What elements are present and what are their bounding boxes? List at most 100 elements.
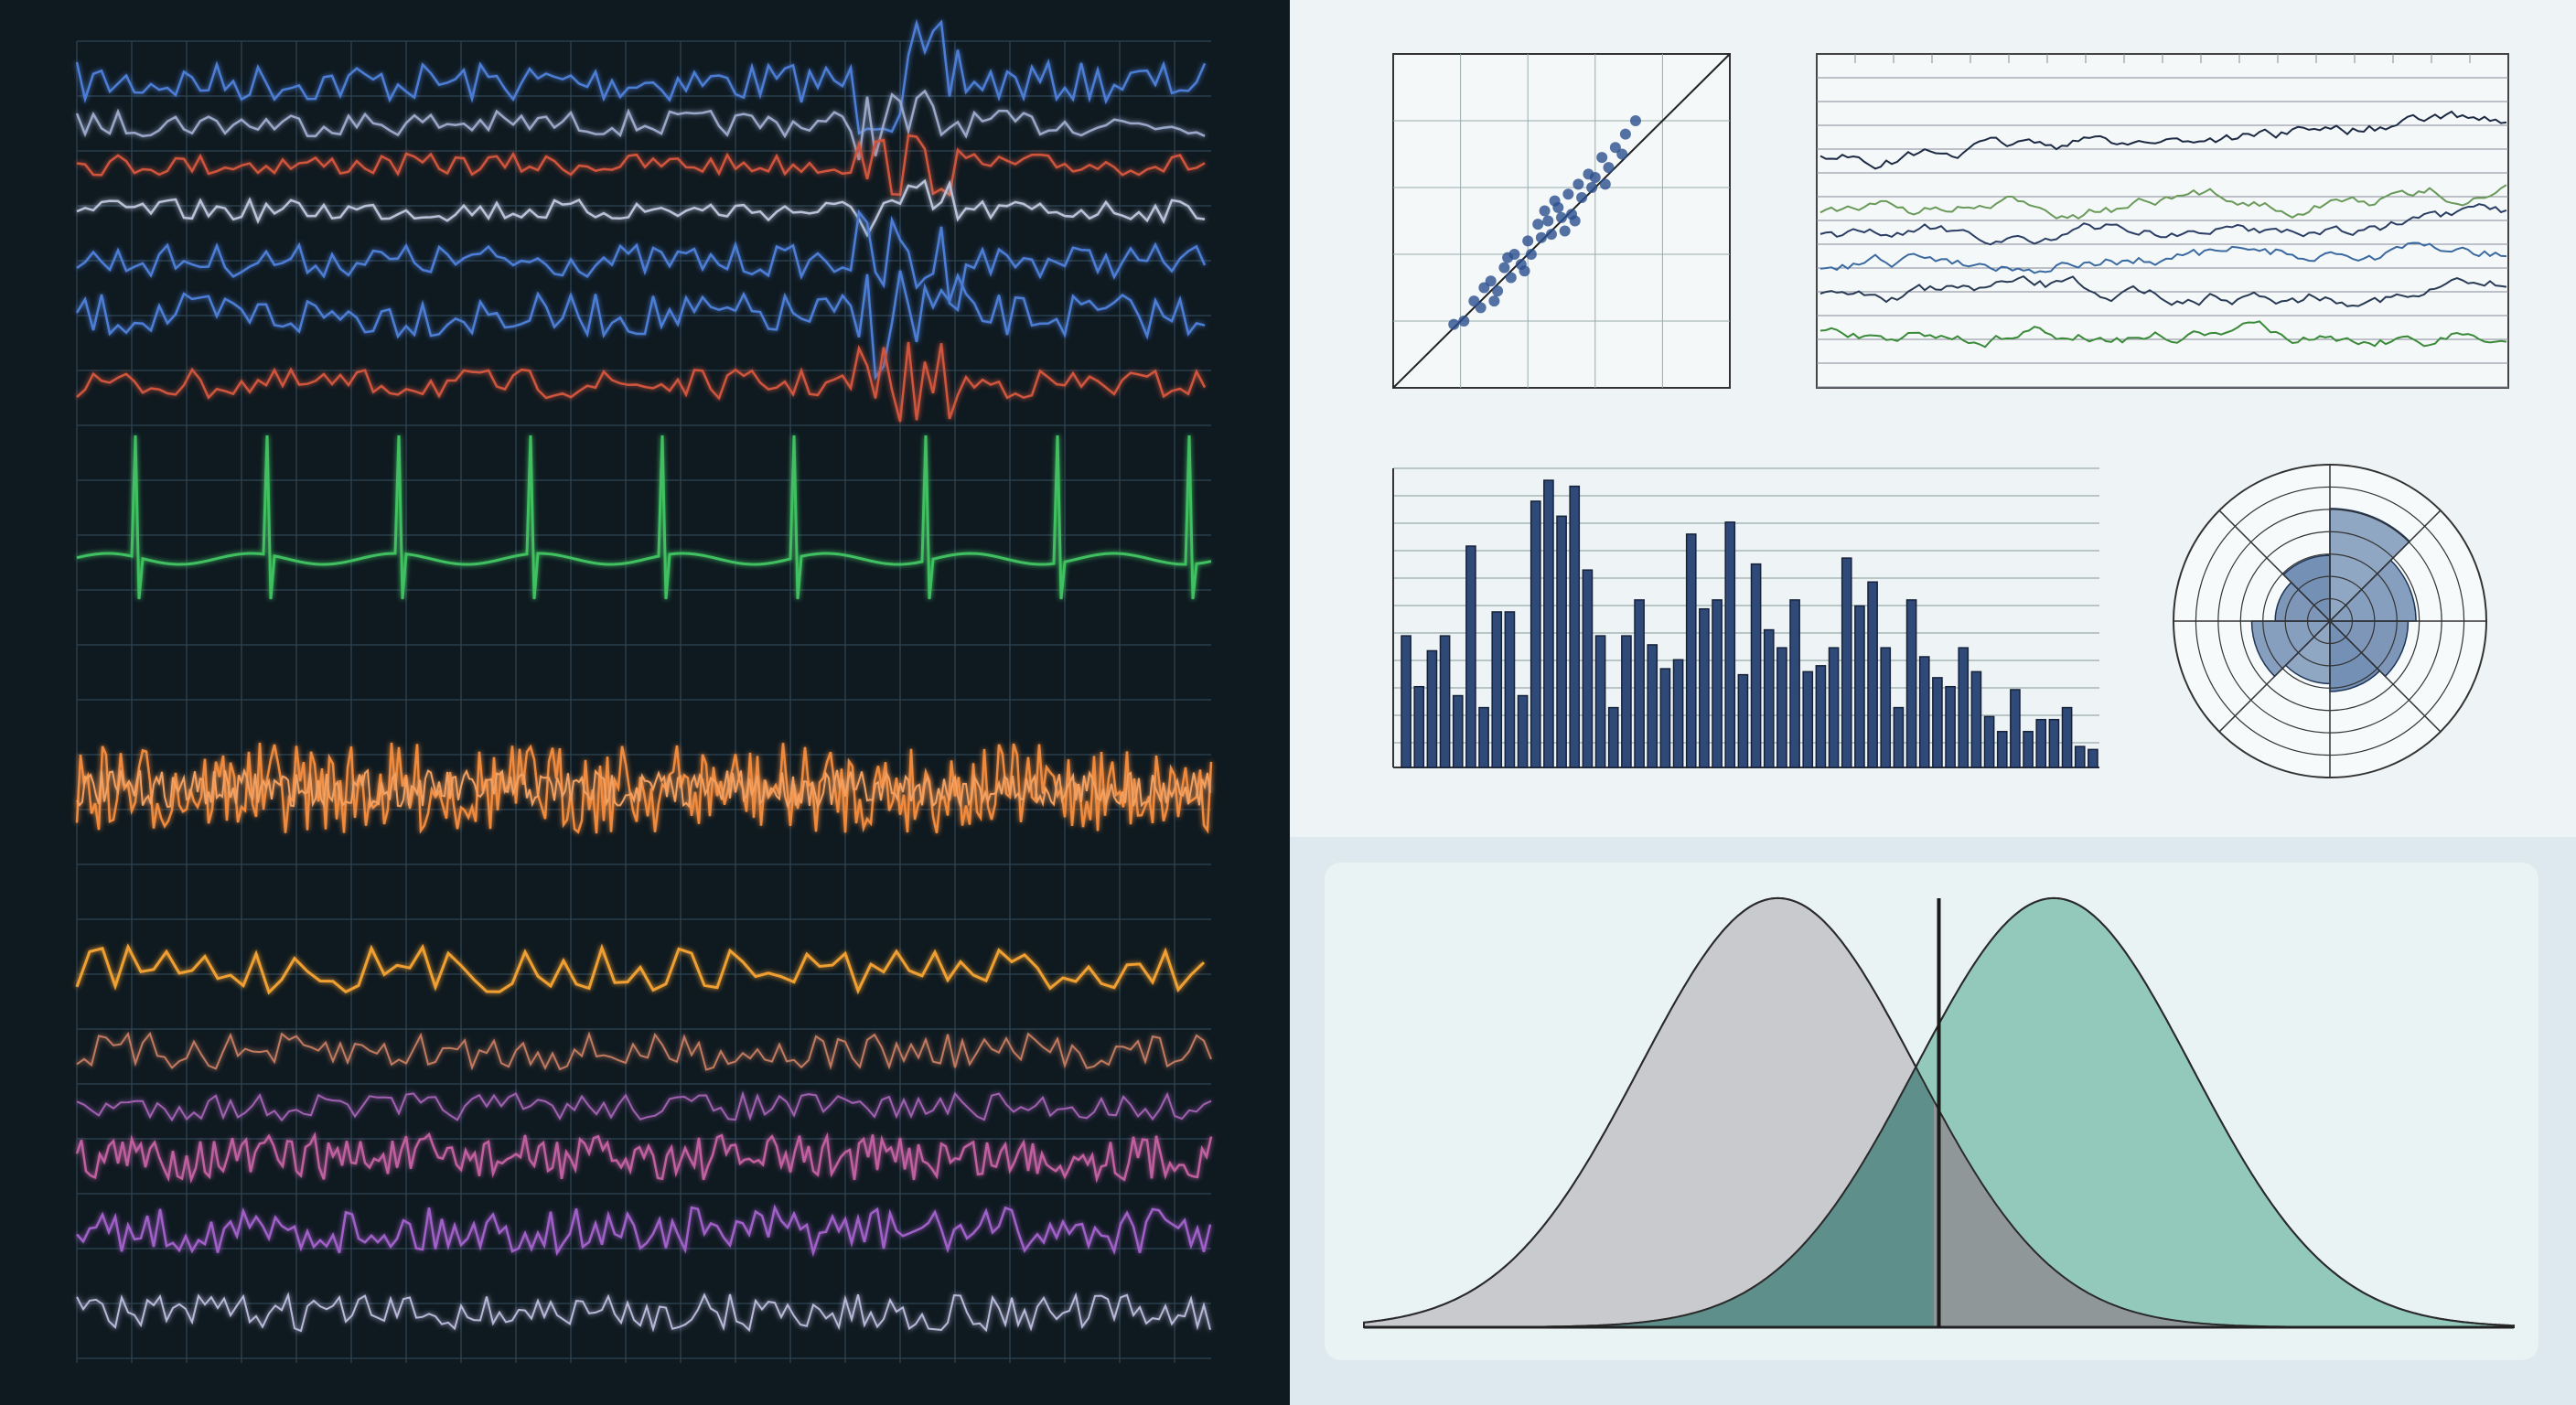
line-trace (1819, 274, 2507, 307)
bar (1530, 500, 1541, 768)
bar (1594, 635, 1606, 768)
scatter-point (1525, 249, 1537, 260)
eeg-trace (75, 943, 1206, 995)
bar (1672, 659, 1684, 768)
bar (1569, 485, 1581, 768)
bar (1867, 581, 1878, 768)
scatter-point (1532, 219, 1544, 231)
bar (1452, 694, 1464, 768)
bar (1517, 694, 1529, 768)
bar (1815, 665, 1827, 768)
bar (1789, 599, 1800, 768)
bar (2074, 745, 2086, 768)
bar (2048, 718, 2060, 768)
scatter-point (1562, 188, 1574, 200)
scatter-point (1475, 302, 1487, 314)
eeg-trace (75, 1132, 1213, 1185)
eeg-trace (75, 742, 1213, 834)
bar (1724, 521, 1736, 768)
polar-wedge (2328, 620, 2410, 678)
scatter-point (1603, 162, 1615, 174)
line-trace (1819, 184, 2507, 220)
bar (1543, 479, 1554, 768)
scatter-point (1519, 265, 1530, 277)
bar (1621, 635, 1632, 768)
scatter-point (1545, 229, 1557, 241)
bar (1699, 607, 1710, 768)
scatter-point (1569, 215, 1581, 227)
bar (1802, 670, 1814, 768)
scatter-point (1609, 142, 1621, 154)
line-trace (1819, 110, 2507, 170)
dark-panel (0, 0, 1290, 1405)
eeg-panel (75, 18, 1213, 1363)
bar (2010, 689, 2021, 768)
bar (1401, 635, 1411, 768)
eeg-trace (76, 178, 1206, 238)
bar (1685, 533, 1697, 768)
polar-wedge (2328, 559, 2417, 622)
density-plot (1363, 896, 2515, 1329)
bar (1439, 635, 1451, 768)
scatter-point (1448, 318, 1460, 330)
bar (1582, 569, 1594, 768)
bar-plot (1392, 467, 2099, 768)
line-trace (1819, 320, 2507, 349)
bar (1556, 515, 1567, 768)
eeg-trace (76, 1090, 1212, 1122)
bar (2035, 718, 2047, 768)
polar-wedge (2250, 620, 2332, 678)
bar (1634, 599, 1645, 768)
eeg-trace (76, 134, 1206, 198)
line-plot (1817, 54, 2508, 388)
eeg-trace (76, 341, 1207, 423)
bar (2088, 748, 2098, 768)
scatter-point (1539, 205, 1551, 217)
eeg-trace (75, 270, 1206, 381)
bar (1607, 706, 1619, 768)
bar (1465, 545, 1476, 768)
scatter-point (1619, 128, 1631, 140)
bar (1491, 611, 1503, 768)
scatter-point (1492, 285, 1504, 297)
bar (1647, 644, 1658, 768)
scatter-point (1468, 295, 1480, 307)
scatter-point (1498, 262, 1510, 273)
eeg-trace (76, 1292, 1211, 1333)
line-trace (1819, 241, 2507, 274)
bar (2023, 731, 2034, 768)
bar (1763, 628, 1775, 768)
eeg-trace (76, 1204, 1212, 1258)
scatter-point (1616, 148, 1628, 160)
scatter-point (1586, 182, 1598, 193)
bar (1737, 673, 1749, 768)
scatter-point (1559, 225, 1571, 237)
line-trace (1819, 203, 2507, 246)
bar (1712, 599, 1723, 768)
bar (1945, 685, 1956, 768)
scatter-point (1458, 316, 1470, 327)
ecg-trace (76, 434, 1212, 600)
bar (1413, 685, 1425, 768)
scatter-point (1556, 211, 1567, 223)
eeg-trace (76, 767, 1211, 810)
bar (1854, 605, 1865, 768)
bar (1828, 647, 1840, 768)
eeg-trace (75, 18, 1207, 135)
scatter-point (1542, 215, 1554, 227)
scatter-point (1522, 235, 1534, 247)
bar (2061, 706, 2073, 768)
bar (1880, 647, 1892, 768)
bar (1478, 706, 1489, 768)
scatter-point (1505, 272, 1517, 284)
polar-spoke (2218, 509, 2442, 733)
scatter-point (1572, 178, 1584, 190)
bar (1958, 647, 1970, 768)
overlap-right (1934, 1100, 2514, 1327)
scatter-point (1596, 152, 1608, 164)
bar (1776, 647, 1787, 768)
scatter-point (1576, 191, 1588, 203)
scatter-point (1502, 252, 1514, 263)
bar (1918, 656, 1930, 768)
